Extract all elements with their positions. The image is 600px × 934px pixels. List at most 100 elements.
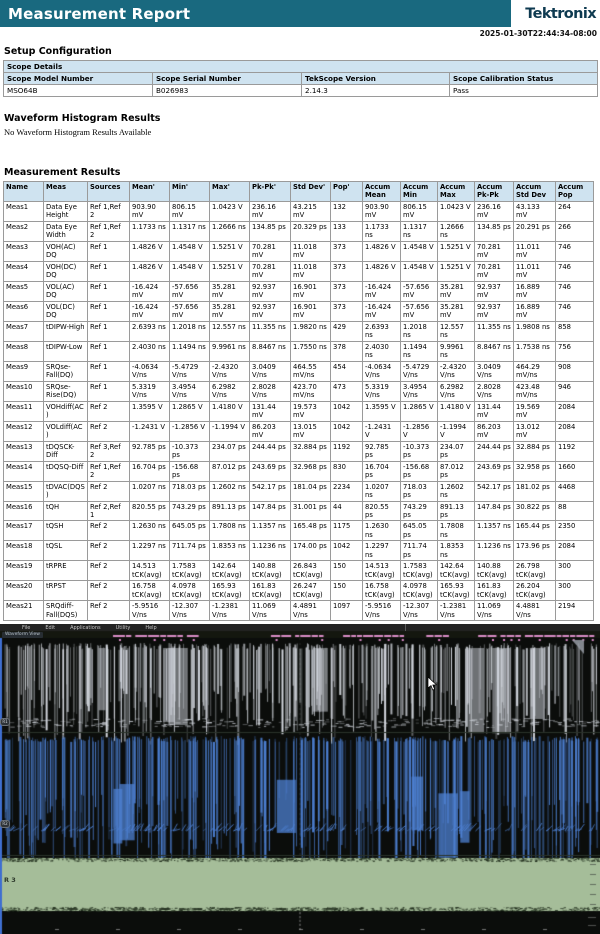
cell: 12.557 ns [437, 320, 475, 342]
cell: 92.937 mV [474, 280, 514, 302]
scope-model-value: MSO64B [3, 84, 153, 97]
table-row: Meas5 VOL(AC) DQ Ref 1 -16.424 mV -57.656 mV… [3, 280, 594, 302]
cell: Ref 1 [87, 320, 130, 342]
cell: 3.4954 V/ns [169, 380, 210, 402]
cell: -156.68 ps [169, 460, 210, 482]
cell: 43.133 mV [513, 200, 556, 222]
cell: 464.29 mV/ns [513, 360, 556, 382]
cell: 88 [555, 500, 594, 522]
cell: Ref 2 [87, 540, 130, 562]
cell: 1.8353 ns [209, 540, 250, 562]
cell: 746 [555, 240, 594, 262]
column-header: Accum Max [437, 181, 475, 202]
cell: 14.513 tCK(avg) [129, 560, 170, 582]
histogram-empty-message: No Waveform Histogram Results Available [4, 127, 152, 137]
cell: Meas18 [3, 540, 44, 562]
cell: 19.573 mV [290, 400, 331, 422]
cell: Ref 1 [87, 240, 130, 262]
cell: 32.884 ps [290, 440, 331, 462]
cell: 373 [330, 280, 363, 302]
cell: SRQse-Fall(DQ) [43, 360, 88, 382]
menu-applications[interactable]: Applications [70, 624, 101, 631]
cell: 946 [555, 380, 594, 402]
cell: 1.1494 ns [169, 340, 210, 362]
menu-help[interactable]: Help [145, 624, 157, 631]
cell: 20.329 ps [290, 220, 331, 242]
cell: 1.4826 V [362, 260, 401, 282]
table-row: Meas21 SRQdiff-Fall(DQS) Ref 2 -5.9516 V/ns… [3, 600, 594, 622]
cell: tDIPW-Low [43, 340, 88, 362]
cell: -1.1994 V [437, 420, 475, 442]
cell: 645.05 ps [400, 520, 438, 542]
cell: 1192 [330, 440, 363, 462]
table-row: Meas4 VOH(DC) DQ Ref 1 1.4826 V 1.4548 V 1.52… [3, 260, 594, 282]
column-header: Max' [209, 181, 250, 202]
tab-waveform-view[interactable]: Waveform View [2, 632, 43, 639]
cell: 8.8467 ns [474, 340, 514, 362]
cell: 806.15 mV [169, 200, 210, 222]
cell: 16.901 mV [290, 280, 331, 302]
cell: 464.55 mV/ns [290, 360, 331, 382]
column-header: Scope Serial Number [152, 72, 302, 85]
menu-utility[interactable]: Utility [115, 624, 131, 631]
ref1-badge[interactable]: R1 [0, 718, 10, 727]
cell: Meas9 [3, 360, 44, 382]
cell: Meas6 [3, 300, 44, 322]
cell: 2084 [555, 540, 594, 562]
cell: 1.5251 V [209, 260, 250, 282]
cell: 131.44 mV [249, 400, 291, 422]
cell: Ref 2 [87, 520, 130, 542]
table-row: Meas15 tDVAC(DQS) Ref 2 1.0207 ns 718.03 ps 1… [3, 480, 594, 502]
scope-serial-value: B026983 [152, 84, 302, 97]
menu-file[interactable]: File [22, 624, 31, 631]
cell: 243.69 ps [474, 460, 514, 482]
cell: 711.74 ps [169, 540, 210, 562]
cell: 1175 [330, 520, 363, 542]
cell: 234.07 ps [209, 440, 250, 462]
scope-menu-bar: File Edit Applications Utility Help [0, 624, 600, 631]
cell: 1.4548 V [400, 260, 438, 282]
cell: 30.822 ps [513, 500, 556, 522]
cell: 8.8467 ns [249, 340, 291, 362]
cell: 2.8028 V/ns [249, 380, 291, 402]
cell: Meas14 [3, 460, 44, 482]
cell: 1.2602 ns [437, 480, 475, 502]
cell: 70.281 mV [474, 260, 514, 282]
cell: 3.4954 V/ns [400, 380, 438, 402]
cell: Meas12 [3, 420, 44, 442]
cell: 1.4826 V [129, 260, 170, 282]
cell: 13.015 mV [290, 420, 331, 442]
cell: 542.17 ps [249, 480, 291, 502]
menu-bar-divider [405, 624, 406, 632]
cell: VOH(AC) DQ [43, 240, 88, 262]
cell: Meas17 [3, 520, 44, 542]
cell: 161.83 tCK(avg) [249, 580, 291, 602]
cell: 181.02 ps [513, 480, 556, 502]
cell: -10.373 ps [169, 440, 210, 462]
cell: -57.656 mV [400, 280, 438, 302]
measurement-results-heading: Measurement Results [4, 167, 121, 178]
table-row: Meas6 VOL(DC) DQ Ref 1 -16.424 mV -57.656 mV… [3, 300, 594, 322]
cell: 1.9820 ns [290, 320, 331, 342]
cell: 746 [555, 280, 594, 302]
ref2-badge[interactable]: R2 [0, 820, 10, 829]
cell: Meas11 [3, 400, 44, 422]
cell: 891.13 ps [209, 500, 250, 522]
cell: Ref 1 [87, 300, 130, 322]
cell: Meas10 [3, 380, 44, 402]
cell: 16.704 ps [129, 460, 170, 482]
cell: SRQdiff-Fall(DQS) [43, 600, 88, 622]
cell: 26.247 tCK(avg) [290, 580, 331, 602]
cell: -1.2381 V/ns [437, 600, 475, 622]
cell: 11.011 mV [513, 240, 556, 262]
cell: 92.785 ps [362, 440, 401, 462]
cell: VOL(DC) DQ [43, 300, 88, 322]
cell: Ref 1 [87, 280, 130, 302]
cell: tDQSQ-Diff [43, 460, 88, 482]
cell: -1.1994 V [209, 420, 250, 442]
menu-edit[interactable]: Edit [45, 624, 56, 631]
cell: -57.656 mV [400, 300, 438, 322]
table-row: Scope Model Number Scope Serial Number T… [3, 72, 599, 85]
cell: Ref 2 [87, 480, 130, 502]
column-header: Pk-Pk' [249, 181, 291, 202]
